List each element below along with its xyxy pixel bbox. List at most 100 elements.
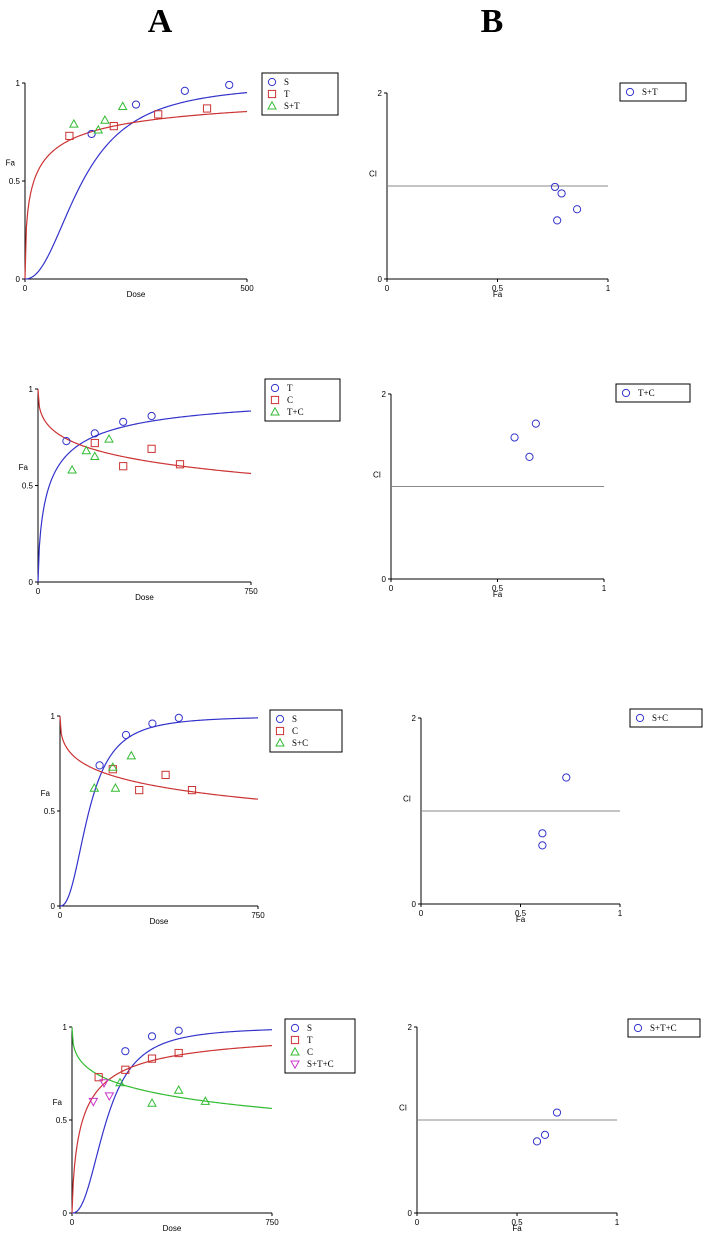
legend: S+C (629, 708, 703, 728)
legend-marker-t-plus-c (270, 406, 280, 416)
legend: T+C (615, 383, 691, 403)
legend-label-s: S (284, 77, 289, 87)
x-axis-label: Dose (135, 593, 154, 602)
legend-label-s-plus-t-plus-c: S+T+C (307, 1059, 334, 1069)
data-point-s-plus-t (117, 101, 128, 111)
y-axis-label: Fa (19, 463, 29, 472)
legend-marker-t-plus-c (621, 388, 631, 398)
data-point-c (187, 786, 197, 795)
legend-label-s: S (292, 714, 297, 724)
legend-label-s-plus-t: S+T (284, 101, 300, 111)
x-tick-label: 0 (70, 1218, 75, 1227)
data-point-c (135, 786, 144, 795)
chart-a3: 0 750 0 0.5 1 Dose Fa SC S+C (41, 709, 343, 926)
data-point-s (174, 1026, 183, 1035)
x-tick-label: 0 (23, 284, 28, 293)
data-point-t-plus-c (81, 445, 92, 455)
data-point-s (148, 719, 157, 728)
data-point-t (121, 1065, 130, 1074)
data-point-s-plus-t (557, 189, 566, 198)
x-axis-label: Fa (493, 290, 503, 299)
data-point-s (95, 761, 104, 770)
data-point-c (147, 1098, 157, 1107)
x-tick-label: 0.5 (511, 1218, 523, 1227)
chart-b4: 0 0.5 1 0 2 Fa CI S+T+C (399, 1018, 701, 1233)
data-point-s-plus-c (107, 762, 118, 771)
legend-box (264, 378, 341, 422)
y-tick-label: 0 (408, 1209, 413, 1218)
fit-curve-t (24, 110, 248, 279)
x-tick-label: 0.5 (515, 909, 527, 918)
legend-box (629, 708, 703, 728)
data-point-t-plus-c (525, 452, 534, 461)
x-tick-label: 750 (251, 911, 265, 920)
fit-curve-s (59, 717, 259, 907)
y-tick-label: 0 (382, 575, 387, 584)
y-axis-label: Fa (41, 789, 51, 798)
legend: SC S+C (269, 709, 343, 753)
legend-label-t-plus-c: T+C (638, 388, 655, 398)
y-tick-label: 0 (16, 275, 21, 284)
data-point-s-plus-t-plus-c (540, 1130, 550, 1139)
data-point-s-plus-t-plus-c (88, 1097, 99, 1107)
data-point-s-plus-c (562, 773, 571, 782)
data-point-c (173, 1085, 184, 1094)
y-tick-label: 0.5 (56, 1116, 68, 1125)
data-point-t-plus-c (104, 433, 114, 443)
y-tick-label: 0.5 (44, 807, 56, 816)
legend-label-s-plus-t: S+T (642, 87, 658, 97)
chart-b2: 0 0.5 1 0 2 Fa CI T+C (373, 383, 691, 599)
legend-marker-s (290, 1023, 300, 1033)
legend-label-t: T (307, 1035, 313, 1045)
legend-label-s: S (307, 1023, 312, 1033)
x-tick-label: 0 (389, 584, 394, 593)
y-tick-label: 2 (408, 1023, 413, 1032)
legend-box (284, 1018, 356, 1074)
x-tick-label: 0 (385, 284, 390, 293)
legend-marker-s-plus-t-plus-c (290, 1060, 300, 1070)
data-point-c (175, 460, 185, 469)
y-axis-label: Fa (53, 1098, 63, 1107)
y-tick-label: 0 (378, 275, 383, 284)
data-point-t (119, 417, 128, 426)
legend: STC S+T+C (284, 1018, 356, 1074)
fit-curve-c (37, 389, 252, 475)
data-point-t-plus-c (89, 451, 100, 461)
x-tick-label: 1 (618, 909, 623, 918)
legend-box (269, 709, 343, 753)
legend-label-c: C (292, 726, 298, 736)
data-point-t (62, 437, 71, 446)
data-point-s (174, 713, 183, 723)
data-point-s (121, 1047, 130, 1056)
y-axis-label: Fa (6, 158, 16, 167)
y-tick-label: 1 (16, 79, 21, 88)
legend-marker-s (267, 77, 277, 87)
y-tick-label: 0.5 (9, 177, 21, 186)
legend-box (627, 1018, 701, 1038)
data-point-s (131, 100, 141, 109)
legend: S+T (619, 82, 687, 102)
data-point-t (147, 1054, 157, 1063)
legend-marker-t (290, 1035, 300, 1045)
x-tick-label: 0.5 (492, 584, 504, 593)
data-point-t (147, 411, 156, 421)
chart-a4: 0 750 0 0.5 1 Dose Fa STC S+T+C (53, 1018, 356, 1233)
y-axis-label: CI (403, 795, 411, 804)
data-point-s-plus-t-plus-c (552, 1108, 562, 1117)
legend-label-s-plus-c: S+C (652, 713, 668, 723)
legend-label-t-plus-c: T+C (287, 407, 304, 417)
data-point-t (109, 122, 118, 131)
legend-marker-t (267, 89, 277, 99)
legend: S+T+C (627, 1018, 701, 1038)
legend-label-s-plus-c: S+C (292, 738, 308, 748)
legend-box (619, 82, 687, 102)
legend-marker-s-plus-c (635, 713, 645, 723)
y-tick-label: 0 (412, 900, 417, 909)
x-tick-label: 750 (265, 1218, 279, 1227)
data-point-c (161, 770, 170, 779)
legend-marker-t (270, 383, 280, 393)
legend-marker-s-plus-t (267, 100, 277, 110)
data-point-t (65, 131, 74, 141)
legend: ST S+T (261, 72, 339, 116)
